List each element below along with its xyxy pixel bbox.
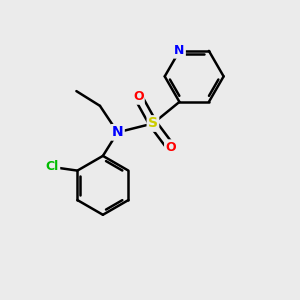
Text: O: O — [165, 141, 176, 154]
Text: Cl: Cl — [46, 160, 59, 173]
Text: N: N — [174, 44, 184, 57]
Text: N: N — [112, 125, 123, 139]
Text: S: S — [148, 116, 158, 130]
Text: O: O — [133, 91, 143, 103]
